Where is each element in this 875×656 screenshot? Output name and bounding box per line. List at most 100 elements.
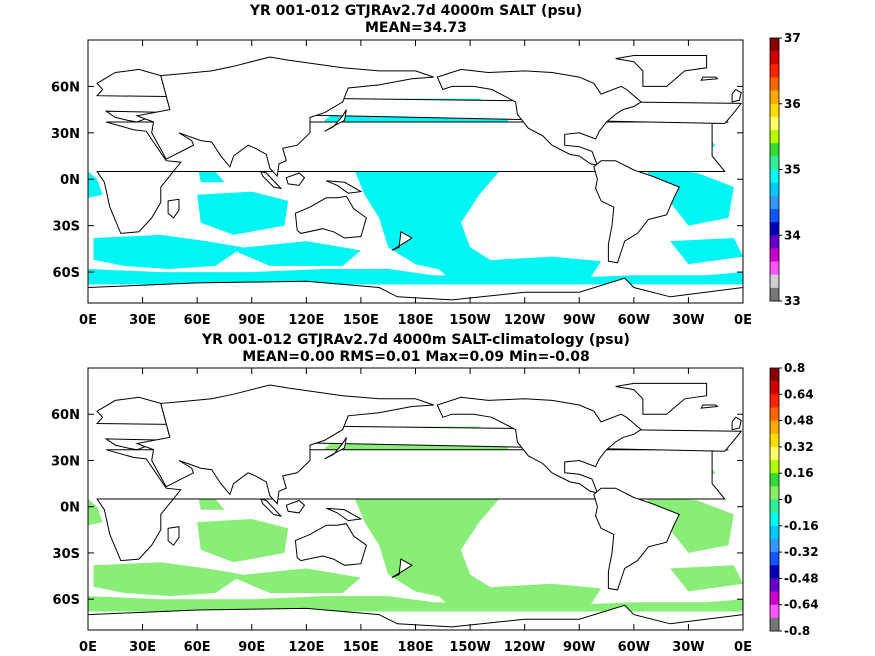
colorbar-label: 0.64: [784, 387, 814, 401]
lat-label: 60S: [53, 593, 80, 608]
ocean-field-region: [88, 269, 743, 285]
coastline: [285, 172, 306, 186]
colorbar-segment: [770, 525, 779, 540]
coastline: [700, 76, 719, 81]
coastline: [88, 604, 743, 630]
colorbar-segment: [770, 538, 779, 553]
lon-label: 60E: [184, 640, 211, 655]
lat-label: 0N: [60, 173, 80, 188]
colorbar-segment: [770, 486, 779, 500]
ocean-field-region: [88, 499, 103, 526]
colorbar-segment: [770, 116, 779, 131]
colorbar-segment: [770, 460, 779, 474]
ocean-field-region: [93, 234, 243, 269]
colorbar-label: -0.64: [784, 598, 819, 612]
colorbar-segment: [770, 446, 779, 461]
ocean-field-region: [197, 519, 289, 563]
coastline: [593, 160, 680, 264]
lat-label: 0N: [60, 501, 80, 516]
ocean-field-region: [88, 596, 743, 612]
colorbar-label: 0.16: [784, 466, 814, 480]
colorbar-segment: [770, 261, 779, 275]
coastline: [324, 109, 347, 132]
colorbar-label: 0.8: [784, 361, 805, 375]
colorbar-label: -0.32: [784, 545, 819, 559]
lon-label: 150E: [343, 313, 379, 328]
coastline: [731, 88, 742, 103]
lon-label: 120W: [504, 313, 545, 328]
lon-label: 0E: [734, 640, 752, 655]
colorbar-segment: [770, 222, 779, 236]
panel2-title: YR 001-012 GTJRAv2.7d 4000m SALT-climato…: [202, 332, 630, 348]
coastline: [135, 384, 434, 505]
coastline: [731, 416, 742, 431]
lat-label: 30N: [51, 127, 80, 142]
panel1-title: YR 001-012 GTJRAv2.7d 4000m SALT (psu): [249, 3, 583, 19]
colorbar-label: 36: [784, 97, 801, 111]
ocean-field-region: [88, 171, 103, 198]
ocean-field-region: [670, 565, 743, 592]
lon-label: 30E: [129, 313, 156, 328]
lon-label: 150E: [343, 640, 379, 655]
colorbar-segment: [770, 499, 779, 513]
colorbar-label: -0.8: [784, 624, 810, 638]
coastline: [593, 487, 680, 591]
lon-label: 90W: [563, 640, 595, 655]
lat-label: 30S: [53, 547, 80, 562]
colorbar-label: -0.48: [784, 571, 819, 585]
colorbar-segment: [770, 578, 779, 592]
coastline: [88, 277, 743, 303]
coastline: [167, 198, 180, 219]
lon-label: 120W: [504, 640, 545, 655]
lon-label: 30W: [672, 313, 704, 328]
lon-label: 30E: [129, 640, 156, 655]
colorbar-segment: [770, 156, 779, 170]
coastline: [326, 180, 363, 194]
colorbar-label: 35: [784, 163, 801, 177]
colorbar-segment: [770, 381, 779, 395]
lon-label: 150W: [449, 640, 490, 655]
coastline: [135, 56, 434, 178]
colorbar-label: 0.48: [784, 414, 814, 428]
colorbar-segment: [770, 552, 779, 566]
lat-label: 60N: [51, 80, 80, 95]
map-panel-2: [88, 382, 743, 630]
colorbar-label: 0: [784, 493, 792, 507]
colorbar-segment: [770, 604, 779, 619]
lon-label: 120E: [288, 313, 324, 328]
colorbar-segment: [770, 407, 779, 421]
coastline: [326, 507, 363, 522]
colorbar-segment: [770, 565, 779, 579]
coastline: [615, 382, 708, 415]
colorbar-segment: [770, 473, 779, 487]
lat-label: 30N: [51, 454, 80, 469]
colorbar-segment: [770, 130, 779, 144]
colorbar-label: 34: [784, 228, 801, 242]
ocean-field-region: [93, 562, 243, 597]
lon-label: 0E: [79, 313, 97, 328]
lon-label: 90E: [238, 313, 265, 328]
colorbar-segment: [770, 591, 779, 605]
panel2-stats: MEAN=0.00 RMS=0.01 Max=0.09 Min=-0.08: [242, 349, 590, 365]
coastline: [436, 68, 642, 166]
colorbar-segment: [770, 103, 779, 118]
colorbar-segment: [770, 287, 779, 302]
colorbar-segment: [770, 195, 779, 210]
lon-label: 120E: [288, 640, 324, 655]
coastline: [324, 437, 347, 460]
colorbar-label: 37: [784, 31, 801, 45]
lon-label: 0E: [734, 313, 752, 328]
coastline: [615, 55, 708, 87]
coastline: [259, 498, 283, 517]
colorbar-segment: [770, 64, 779, 78]
colorbar-segment: [770, 617, 779, 632]
coastline: [391, 558, 413, 579]
coastline: [391, 230, 413, 251]
colorbar-segment: [770, 182, 779, 197]
lon-label: 180E: [397, 640, 433, 655]
coastline: [294, 523, 367, 566]
lon-label: 60W: [618, 313, 650, 328]
colorbar-segment: [770, 274, 779, 289]
lat-label: 60N: [51, 408, 80, 423]
colorbar-label: 0.32: [784, 440, 814, 454]
